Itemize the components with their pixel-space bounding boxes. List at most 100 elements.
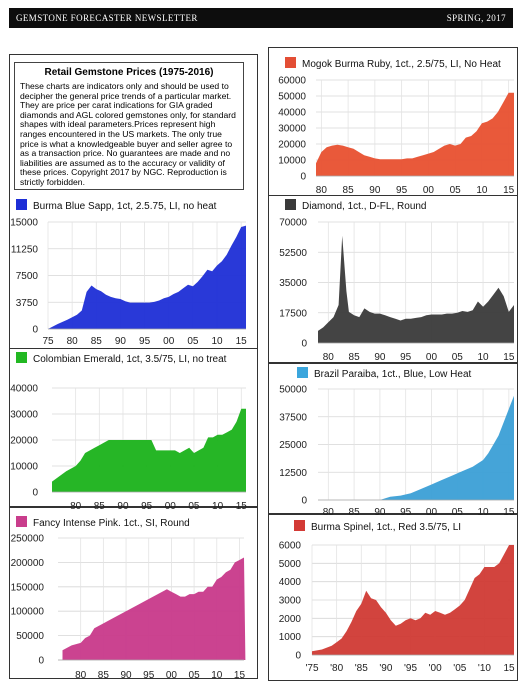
emerald-y-tick-label: 0 [32, 488, 38, 499]
emerald-x-tick-label: 85 [94, 501, 106, 512]
paraiba-x-tick-label: 05 [452, 507, 464, 518]
ruby-y-tick-label: 0 [300, 172, 306, 183]
pink-x-tick-label: 00 [166, 670, 178, 681]
legend-label-diamond: Diamond, 1ct., D-FL, Round [302, 201, 427, 212]
pink-x-tick-label: 10 [211, 670, 223, 681]
sapphire-x-tick-label: 10 [211, 336, 223, 347]
pink-y-tick-label: 50000 [16, 631, 44, 642]
emerald-area [52, 408, 246, 492]
emerald-x-tick-label: 15 [236, 501, 248, 512]
ruby-y-tick-label: 10000 [278, 156, 306, 167]
legend-swatch-paraiba [297, 367, 308, 378]
legend-ruby: Mogok Burma Ruby, 1ct., 2.5/75, LI, No H… [285, 57, 501, 70]
paraiba-y-tick-label: 25000 [279, 440, 307, 451]
legend-label-sapphire: Burma Blue Sapp, 1ct, 2.5.75, LI, no hea… [33, 201, 217, 212]
spinel-y-tick-label: 4000 [279, 577, 302, 588]
diamond-x-tick-label: 80 [323, 352, 335, 363]
ruby-y-tick-label: 20000 [278, 140, 306, 151]
pink-x-tick-label: 15 [234, 670, 246, 681]
ruby-x-tick-label: 15 [503, 185, 515, 196]
diamond-x-tick-label: 10 [477, 352, 489, 363]
legend-emerald: Colombian Emerald, 1ct, 3.5/75, LI, no t… [16, 352, 226, 365]
sapphire-x-tick-label: 05 [187, 336, 199, 347]
pink-x-tick-label: 90 [120, 670, 132, 681]
sapphire-y-tick-label: 11250 [11, 244, 39, 255]
emerald-x-tick-label: 95 [141, 501, 153, 512]
intro-body: These charts are indicators only and sho… [20, 81, 236, 187]
ruby-area [316, 92, 514, 176]
legend-label-ruby: Mogok Burma Ruby, 1ct., 2.5/75, LI, No H… [302, 59, 501, 70]
diamond-y-tick-label: 52500 [279, 248, 307, 259]
spinel-x-tick-label: '05 [453, 663, 466, 674]
ruby-x-tick-label: 80 [316, 185, 328, 196]
sapphire-x-tick-label: 15 [236, 336, 248, 347]
legend-swatch-spinel [294, 520, 305, 531]
sapphire-x-tick-label: 95 [139, 336, 151, 347]
emerald-x-tick-label: 80 [70, 501, 82, 512]
legend-paraiba: Brazil Paraiba, 1ct., Blue, Low Heat [297, 367, 471, 380]
diamond-x-tick-label: 95 [400, 352, 412, 363]
emerald-x-tick-label: 90 [117, 501, 129, 512]
ruby-y-tick-label: 50000 [278, 92, 306, 103]
paraiba-y-tick-label: 50000 [279, 385, 307, 396]
ruby-y-tick-label: 40000 [278, 108, 306, 119]
emerald-y-tick-label: 20000 [10, 436, 38, 447]
paraiba-y-tick-label: 37500 [279, 412, 307, 423]
spinel-x-tick-label: 15 [504, 663, 516, 674]
spinel-x-tick-label: '00 [429, 663, 442, 674]
diamond-x-tick-label: 00 [426, 352, 438, 363]
emerald-x-tick-label: 00 [165, 501, 177, 512]
ruby-y-tick-label: 60000 [278, 76, 306, 87]
legend-label-pink: Fancy Intense Pink. 1ct., SI, Round [33, 518, 190, 529]
pink-area [62, 557, 246, 660]
sapphire-x-tick-label: 85 [91, 336, 103, 347]
paraiba-y-tick-label: 12500 [279, 468, 307, 479]
legend-spinel: Burma Spinel, 1ct., Red 3.5/75, LI [294, 520, 461, 533]
paraiba-x-tick-label: 00 [426, 507, 438, 518]
diamond-x-tick-label: 85 [349, 352, 361, 363]
spinel-y-tick-label: 5000 [279, 559, 302, 570]
paraiba-area [379, 395, 514, 500]
legend-pink: Fancy Intense Pink. 1ct., SI, Round [16, 516, 190, 529]
legend-swatch-sapphire [16, 199, 27, 210]
spinel-x-tick-label: '95 [404, 663, 417, 674]
spinel-y-tick-label: 3000 [279, 596, 302, 607]
sapphire-x-tick-label: 75 [42, 336, 54, 347]
diamond-y-tick-label: 35000 [279, 278, 307, 289]
pink-x-tick-label: 85 [98, 670, 110, 681]
legend-sapphire: Burma Blue Sapp, 1ct, 2.5.75, LI, no hea… [16, 199, 216, 212]
ruby-x-tick-label: 00 [423, 185, 435, 196]
pink-x-tick-label: 05 [189, 670, 201, 681]
sapphire-area [48, 225, 246, 329]
emerald-y-tick-label: 30000 [10, 410, 38, 421]
emerald-y-tick-label: 10000 [10, 462, 38, 473]
ruby-x-tick-label: 95 [396, 185, 408, 196]
emerald-y-tick-label: 40000 [10, 384, 38, 395]
pink-y-tick-label: 200000 [11, 558, 45, 569]
legend-label-paraiba: Brazil Paraiba, 1ct., Blue, Low Heat [314, 369, 472, 380]
spinel-y-tick-label: 1000 [279, 632, 302, 643]
paraiba-x-tick-label: 95 [400, 507, 412, 518]
spinel-x-tick-label: '80 [330, 663, 343, 674]
legend-label-emerald: Colombian Emerald, 1ct, 3.5/75, LI, no t… [33, 354, 227, 365]
diamond-y-tick-label: 70000 [279, 218, 307, 229]
newsletter-title: GEMSTONE FORECASTER NEWSLETTER [16, 13, 198, 23]
paraiba-x-tick-label: 85 [349, 507, 361, 518]
sapphire-x-tick-label: 80 [67, 336, 79, 347]
legend-swatch-emerald [16, 352, 27, 363]
spinel-x-tick-label: '10 [478, 663, 491, 674]
spinel-x-tick-label: '90 [379, 663, 392, 674]
legend-swatch-diamond [285, 199, 296, 210]
intro-box: Retail Gemstone Prices (1975-2016) These… [14, 62, 244, 190]
paraiba-x-tick-label: 15 [503, 507, 515, 518]
sapphire-x-tick-label: 00 [163, 336, 175, 347]
spinel-x-tick-label: '75 [305, 663, 318, 674]
diamond-x-tick-label: 05 [452, 352, 464, 363]
legend-diamond: Diamond, 1ct., D-FL, Round [285, 199, 427, 212]
diamond-x-tick-label: 15 [503, 352, 515, 363]
diamond-y-tick-label: 0 [301, 339, 307, 350]
sapphire-y-tick-label: 3750 [16, 298, 39, 309]
paraiba-x-tick-label: 10 [477, 507, 489, 518]
ruby-x-tick-label: 10 [476, 185, 488, 196]
pink-y-tick-label: 250000 [11, 534, 45, 545]
